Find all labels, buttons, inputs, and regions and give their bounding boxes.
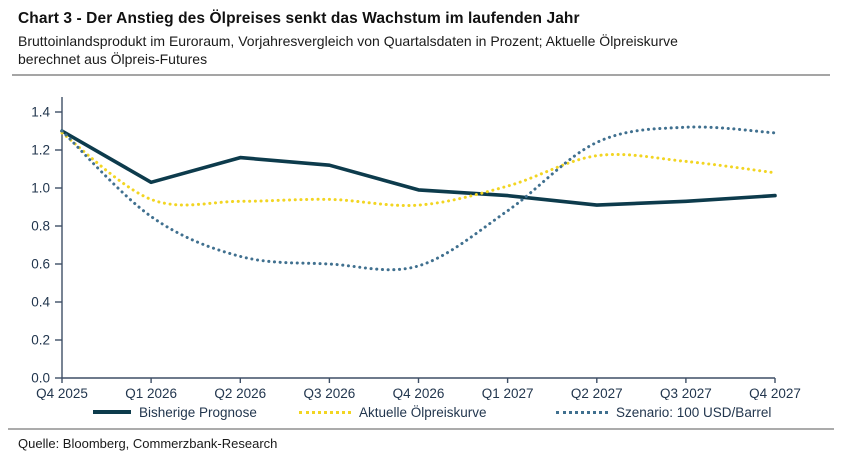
legend-label: Aktuelle Ölpreiskurve: [359, 404, 487, 420]
x-tick-label: Q4 2025: [36, 386, 88, 400]
y-tick-label: 0.4: [31, 295, 50, 310]
series-line-bisherige-prognose: [60, 129, 777, 207]
line-chart-canvas: 0.0 0.2 0.4 0.6 0.8 1.0 1.2 1.4 Q4 2025 Q1 2026 Q2…: [31, 97, 801, 400]
x-tick-label: Q2 2026: [214, 386, 266, 400]
x-tick-label: Q3 2027: [660, 386, 712, 400]
x-tick-label: Q3 2026: [304, 386, 356, 400]
chart-legend: Bisherige Prognose Aktuelle Ölpreiskurve…: [0, 402, 842, 422]
source-text: Quelle: Bloomberg, Commerzbank-Research: [18, 436, 278, 451]
x-tick-label: Q2 2027: [571, 386, 623, 400]
solid-line-swatch-icon: [93, 410, 131, 414]
y-tick-label: 0.0: [31, 371, 50, 386]
chart-title: Chart 3 - Der Anstieg des Ölpreises senk…: [18, 10, 580, 27]
x-tick-label: Q4 2026: [393, 386, 445, 400]
y-tick-label: 1.0: [31, 181, 50, 196]
y-tick-label: 1.4: [31, 105, 50, 120]
chart-subtitle: Bruttoinlandsprodukt im Euroraum, Vorjah…: [18, 33, 678, 67]
legend-label: Bisherige Prognose: [139, 404, 257, 420]
series-line-szenario-100-usd-barrel: [60, 125, 777, 272]
dotted-line-swatch-icon: [299, 410, 351, 414]
y-tick-label: 0.2: [31, 333, 50, 348]
y-tick-label: 1.2: [31, 143, 50, 158]
dotted-line-swatch-icon: [556, 410, 608, 414]
legend-item-aktuelle-oelpreiskurve: Aktuelle Ölpreiskurve: [299, 402, 487, 422]
legend-item-bisherige-prognose: Bisherige Prognose: [93, 402, 257, 422]
y-tick-label: 0.8: [31, 219, 50, 234]
legend-label: Szenario: 100 USD/Barrel: [616, 404, 772, 420]
legend-item-szenario-100-usd: Szenario: 100 USD/Barrel: [556, 402, 771, 422]
series-line-aktuelle-lpreiskurve: [60, 131, 777, 207]
top-divider: [12, 74, 830, 76]
x-tick-label: Q1 2027: [482, 386, 534, 400]
y-tick-label: 0.6: [31, 257, 50, 272]
x-tick-label: Q1 2026: [125, 386, 177, 400]
x-tick-label: Q4 2027: [749, 386, 801, 400]
bottom-divider: [8, 428, 834, 430]
